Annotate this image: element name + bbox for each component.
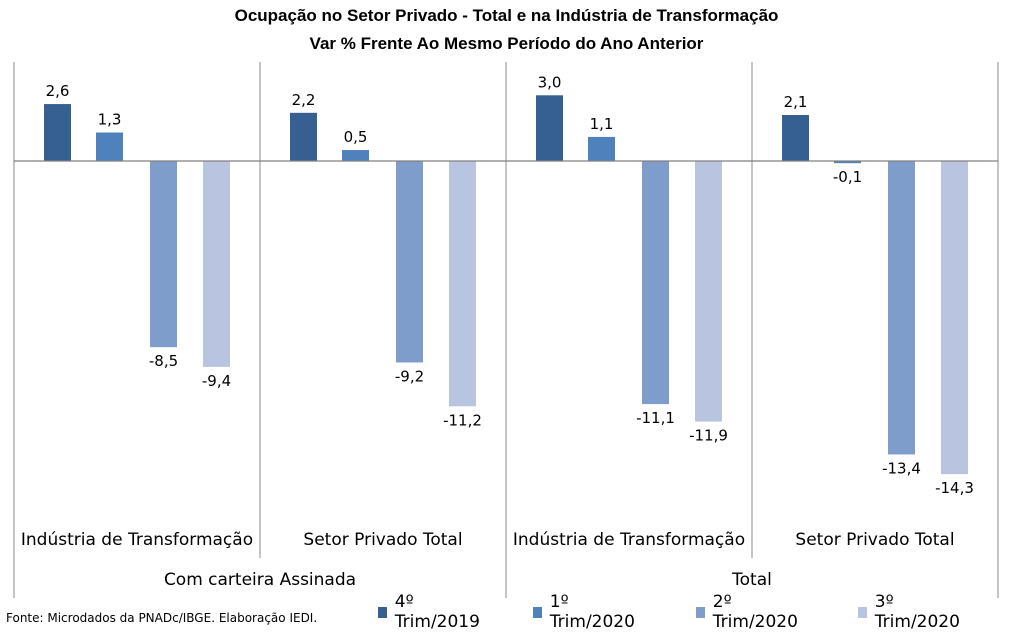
- bar: [44, 104, 71, 161]
- bar: [941, 161, 968, 475]
- legend-swatch: [378, 606, 387, 618]
- source-note: Fonte: Microdados da PNADc/IBGE. Elabora…: [6, 611, 318, 625]
- group-label: Com carteira Assinada: [164, 570, 356, 590]
- legend-label: 3º Trim/2020: [874, 592, 960, 632]
- legend-item-3tri2020: 3º Trim/2020: [858, 592, 962, 632]
- bar: [203, 161, 230, 367]
- data-label: -11,2: [443, 411, 482, 429]
- data-label: 1,1: [590, 115, 614, 133]
- data-label: 0,5: [344, 128, 368, 146]
- category-label: Indústria de Transformação: [21, 530, 253, 550]
- bar: [834, 161, 861, 164]
- bar: [642, 161, 669, 405]
- data-label: -9,4: [202, 372, 231, 390]
- bar: [96, 132, 123, 161]
- data-label: 3,0: [538, 73, 562, 91]
- legend-swatch: [533, 606, 542, 618]
- data-label: 2,1: [784, 93, 808, 111]
- data-label: -13,4: [882, 459, 921, 477]
- bar: [588, 136, 615, 161]
- data-label: 1,3: [98, 111, 122, 129]
- legend-label: 1º Trim/2020: [549, 592, 635, 632]
- data-label: -8,5: [149, 352, 178, 370]
- bar: [396, 161, 423, 363]
- data-label: 2,6: [46, 82, 70, 100]
- group-label: Total: [731, 570, 772, 590]
- chart-subtitle: Var % Frente Ao Mesmo Período do Ano Ant…: [309, 34, 704, 53]
- bar: [449, 161, 476, 407]
- data-label: -11,1: [636, 409, 675, 427]
- legend-item-1tri2020: 1º Trim/2020: [533, 592, 637, 632]
- category-label: Setor Privado Total: [795, 530, 954, 550]
- legend-label: 2º Trim/2020: [712, 592, 798, 632]
- bar: [536, 95, 563, 161]
- data-label: -14,3: [935, 479, 974, 497]
- legend-item-4tri2019: 4º Trim/2019: [378, 592, 482, 632]
- bar: [150, 161, 177, 348]
- bar: [888, 161, 915, 455]
- data-label: -9,2: [395, 367, 424, 385]
- data-label: -11,9: [689, 427, 728, 445]
- legend-label: 4º Trim/2019: [394, 592, 480, 632]
- bar: [695, 161, 722, 422]
- chart-title: Ocupação no Setor Privado - Total e na I…: [234, 6, 779, 25]
- data-label: 2,2: [292, 91, 316, 109]
- category-label: Setor Privado Total: [303, 530, 462, 550]
- legend-swatch: [858, 606, 867, 618]
- legend-swatch: [696, 606, 705, 618]
- data-label: -0,1: [833, 168, 862, 186]
- category-label: Indústria de Transformação: [513, 530, 745, 550]
- bar: [782, 115, 809, 161]
- legend-item-2tri2020: 2º Trim/2020: [696, 592, 800, 632]
- bar: [342, 150, 369, 161]
- bar: [290, 112, 317, 161]
